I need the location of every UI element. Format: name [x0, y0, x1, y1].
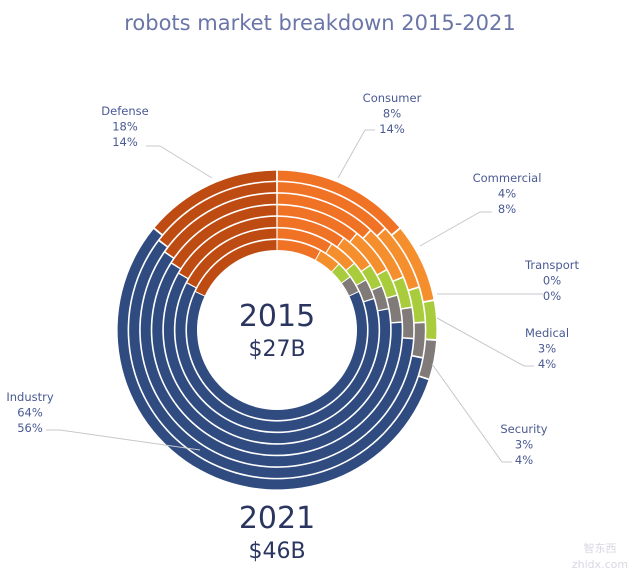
label-commercial-2021: 8% [498, 202, 516, 216]
watermark-logo: 智东西 [584, 541, 617, 555]
ring-segment-202018-commercial [350, 234, 386, 275]
leader-lines [46, 129, 543, 463]
ring-segment-202017-security [372, 286, 388, 311]
label-medical-2015: 3% [538, 342, 556, 356]
ring-segment-202020-defense [159, 182, 277, 246]
label-consumer-2021: 14% [379, 122, 405, 136]
ring-segment-202016-consumer [277, 228, 331, 253]
rings [117, 170, 437, 490]
ring-segment-202020-commercial [378, 229, 419, 290]
leader-line-medical [436, 317, 534, 367]
leader-line-security [431, 363, 512, 463]
ring-segment-202021-medical [423, 301, 437, 340]
label-industry-2021: 56% [17, 421, 43, 435]
ring-segment-202017-defense [179, 216, 277, 278]
ring-segment-202015-consumer [277, 240, 320, 260]
ring-segment-202018-defense [172, 205, 277, 268]
label-commercial-2015: 4% [498, 187, 516, 201]
center-year-2015: 2015 [239, 299, 315, 334]
ring-segment-202020-consumer [277, 182, 385, 236]
ring-segment-202019-medical [393, 277, 412, 309]
ring-segment-202017-commercial [338, 238, 370, 271]
leader-line-defense [146, 145, 213, 179]
label-defense-2015: 18% [112, 120, 138, 134]
watermark-url: zhidx.com [572, 558, 628, 571]
label-commercial-name: Commercial [473, 171, 542, 185]
ring-segment-202019-commercial [363, 231, 403, 281]
label-security-name: Security [500, 422, 547, 436]
bottom-total-2021: $46B [248, 539, 305, 564]
ring-segment-202019-security [401, 308, 414, 338]
ring-segment-202020-security [412, 323, 425, 357]
ring-segment-202018-security [387, 295, 402, 323]
ring-segment-202016-defense [187, 228, 277, 288]
ring-segment-202015-medical [332, 264, 350, 283]
label-defense-2021: 14% [112, 135, 138, 149]
ring-segment-202017-consumer [277, 216, 343, 247]
leader-line-industry [46, 429, 201, 451]
ring-segment-202021-defense [154, 170, 277, 235]
ring-segment-202020-medical [409, 288, 425, 322]
ring-segment-202016-security [357, 280, 374, 302]
ring-segment-202015-commercial [315, 251, 339, 272]
label-medical-2021: 4% [538, 357, 556, 371]
label-transport-2021: 0% [543, 289, 561, 303]
center-total-2015: $27B [248, 337, 305, 362]
label-transport-name: Transport [524, 258, 579, 272]
ring-segment-202021-security [419, 340, 437, 379]
label-security-2015: 3% [515, 438, 533, 452]
leader-line-commercial [419, 211, 492, 247]
ring-segment-202015-security [342, 277, 359, 296]
leader-line-consumer [337, 129, 375, 179]
ring-segment-202017-medical [362, 266, 382, 290]
bottom-year-2021: 2021 [239, 501, 315, 536]
ring-segment-202018-medical [377, 270, 397, 298]
label-medical-name: Medical [525, 326, 569, 340]
category-labels: Consumer8%14%Commercial4%8%Transport0%0%… [6, 91, 579, 467]
ring-segment-202019-defense [165, 193, 277, 258]
ring-segment-202019-consumer [277, 193, 370, 238]
label-transport-2015: 0% [543, 274, 561, 288]
chart-title: robots market breakdown 2015-2021 [124, 11, 516, 35]
ring-segment-202015-defense [195, 240, 277, 296]
label-security-2021: 4% [515, 453, 533, 467]
label-consumer-2015: 8% [383, 107, 401, 121]
ring-segment-202016-medical [346, 264, 366, 285]
ring-segment-202021-commercial [392, 229, 434, 302]
ring-segment-202018-consumer [277, 205, 356, 242]
ring-segment-202021-consumer [277, 170, 400, 235]
label-industry-name: Industry [6, 390, 53, 404]
label-defense-name: Defense [101, 104, 148, 118]
ring-segment-202016-commercial [326, 244, 354, 270]
label-consumer-name: Consumer [363, 91, 422, 105]
label-industry-2015: 64% [17, 406, 43, 420]
